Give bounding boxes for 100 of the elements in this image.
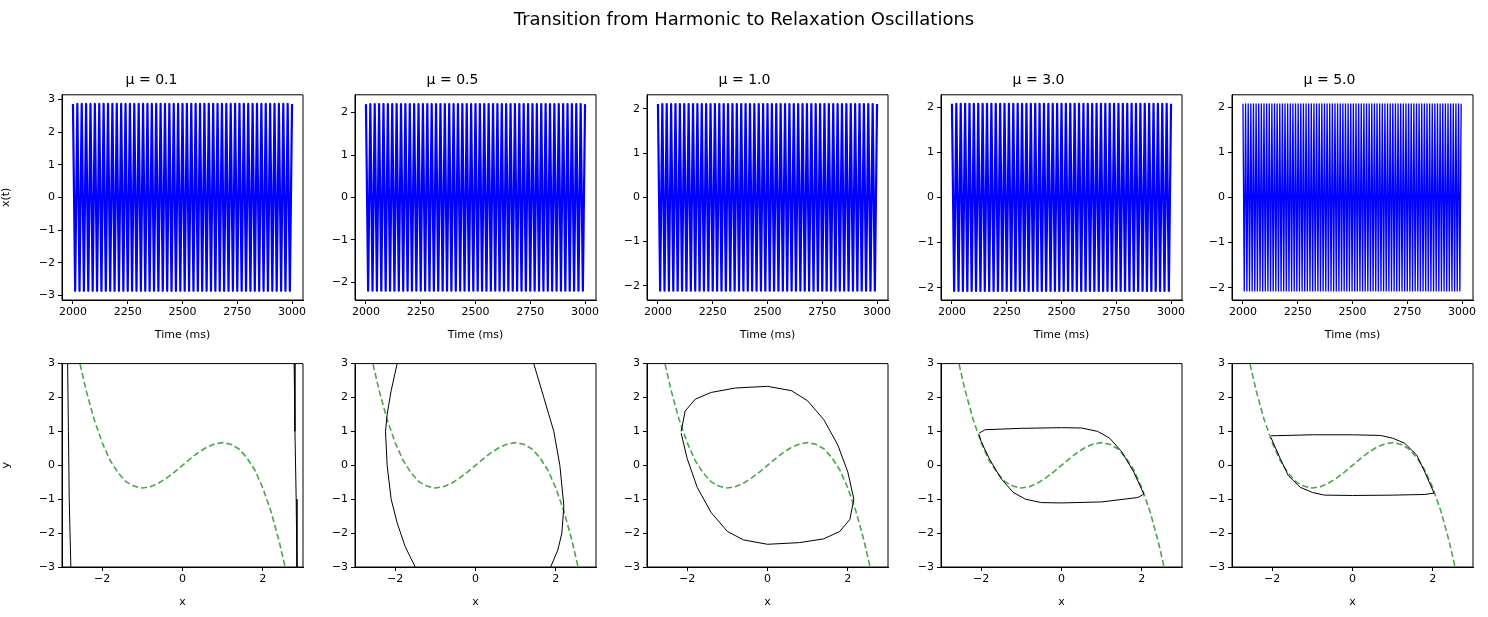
y-tick-label: −2	[623, 278, 640, 292]
chart-title: μ = 3.0	[1012, 71, 1065, 88]
x-tick-label: 3000	[571, 305, 600, 319]
x-tick-label: 2750	[808, 305, 837, 319]
x-tick-label: 2750	[223, 305, 252, 319]
y-tick-label: 2	[341, 105, 348, 119]
x-tick-label: 2250	[1283, 305, 1312, 319]
x-tick-label: −2	[1264, 572, 1281, 586]
x-axis-title: Time (ms)	[738, 328, 796, 342]
y-tick-label: 2	[1218, 390, 1225, 404]
x-tick-label: 3000	[278, 305, 307, 319]
y-tick-label: 1	[1218, 424, 1225, 438]
y-tick-label: −3	[623, 559, 640, 573]
x-tick-label: 0	[472, 572, 479, 586]
y-tick-label: −1	[38, 492, 55, 506]
y-tick-label: −1	[331, 492, 348, 506]
y-tick-label: 1	[1218, 145, 1225, 159]
y-tick-label: 1	[633, 424, 640, 438]
y-tick-label: 0	[633, 458, 640, 472]
y-tick-label: 1	[633, 146, 640, 160]
y-tick-label: −2	[917, 525, 934, 539]
chart-title: μ = 0.1	[125, 71, 178, 88]
x-tick-label: 2000	[58, 305, 87, 319]
x-axis-title: x	[179, 595, 187, 609]
line-series	[958, 363, 1165, 567]
x-tick-label: 2000	[937, 305, 966, 319]
y-tick-label: −1	[38, 222, 55, 236]
y-tick-label: −2	[331, 275, 348, 289]
y-tick-label: −2	[331, 525, 348, 539]
y-tick-label: 0	[341, 190, 348, 204]
y-tick-label: 3	[48, 92, 55, 106]
y-tick-label: 1	[341, 147, 348, 161]
y-tick-label: 0	[48, 190, 55, 204]
x-axis-title: Time (ms)	[1032, 328, 1090, 342]
y-tick-label: 3	[927, 356, 934, 370]
y-tick-label: 2	[48, 390, 55, 404]
y-tick-label: 1	[48, 424, 55, 438]
x-tick-label: 2	[1429, 572, 1437, 586]
y-axis-title: y	[0, 461, 13, 469]
x-tick-label: 2500	[168, 305, 197, 319]
y-tick-label: 2	[633, 390, 640, 404]
text: Transition from Harmonic to Relaxation Oscillations	[512, 8, 976, 29]
y-tick-label: −3	[1208, 559, 1225, 573]
y-tick-label: 2	[48, 124, 55, 138]
y-tick-label: −3	[331, 559, 348, 573]
x-axis-title: x	[1349, 595, 1357, 609]
y-tick-label: 0	[927, 458, 934, 472]
y-tick-label: 2	[927, 99, 934, 113]
x-tick-label: 2750	[1102, 305, 1131, 319]
x-tick-label: 2250	[698, 305, 727, 319]
y-tick-label: −1	[917, 492, 934, 506]
y-tick-label: −1	[917, 235, 934, 249]
y-tick-label: −3	[38, 559, 55, 573]
line-series	[664, 363, 871, 567]
x-tick-label: 2	[844, 572, 852, 586]
y-tick-label: 1	[341, 424, 348, 438]
y-tick-label: 1	[927, 145, 934, 159]
y-tick-label: 0	[1218, 458, 1225, 472]
y-tick-label: −2	[38, 255, 55, 269]
y-tick-label: 3	[48, 356, 55, 370]
x-tick-label: 2500	[1047, 305, 1076, 319]
x-tick-label: 3000	[863, 305, 892, 319]
y-tick-label: −1	[331, 232, 348, 246]
y-tick-label: −3	[38, 288, 55, 302]
y-tick-label: 0	[633, 190, 640, 204]
y-tick-label: 1	[927, 424, 934, 438]
y-tick-label: −2	[38, 525, 55, 539]
x-tick-label: 3000	[1448, 305, 1477, 319]
x-axis-title: x	[764, 595, 772, 609]
x-tick-label: 2750	[516, 305, 545, 319]
chart-title: μ = 5.0	[1303, 71, 1356, 88]
x-axis-title: Time (ms)	[153, 328, 211, 342]
x-axis-title: Time (ms)	[1323, 328, 1381, 342]
y-tick-label: −1	[1208, 492, 1225, 506]
y-tick-label: 2	[341, 390, 348, 404]
x-tick-label: 2	[259, 572, 267, 586]
x-axis-title: x	[1058, 595, 1066, 609]
y-tick-label: −3	[917, 559, 934, 573]
x-tick-label: 0	[764, 572, 771, 586]
y-tick-label: 2	[1218, 99, 1225, 113]
x-tick-label: 2250	[113, 305, 142, 319]
x-tick-label: 0	[179, 572, 186, 586]
x-tick-label: 2750	[1393, 305, 1422, 319]
y-tick-label: −2	[1208, 525, 1225, 539]
x-tick-label: 2000	[1228, 305, 1257, 319]
x-axis-title: Time (ms)	[446, 328, 504, 342]
x-tick-label: 2250	[992, 305, 1021, 319]
y-tick-label: 3	[341, 356, 348, 370]
x-tick-label: −2	[679, 572, 696, 586]
chart-title: μ = 0.5	[426, 71, 479, 88]
y-tick-label: 0	[1218, 190, 1225, 204]
y-tick-label: 0	[927, 190, 934, 204]
y-tick-label: −1	[623, 234, 640, 248]
y-tick-label: 2	[927, 390, 934, 404]
y-axis-title: x(t)	[0, 187, 13, 208]
x-tick-label: −2	[387, 572, 404, 586]
y-tick-label: −1	[623, 492, 640, 506]
x-tick-label: −2	[973, 572, 990, 586]
y-tick-label: −1	[1208, 235, 1225, 249]
x-tick-label: 3000	[1157, 305, 1186, 319]
